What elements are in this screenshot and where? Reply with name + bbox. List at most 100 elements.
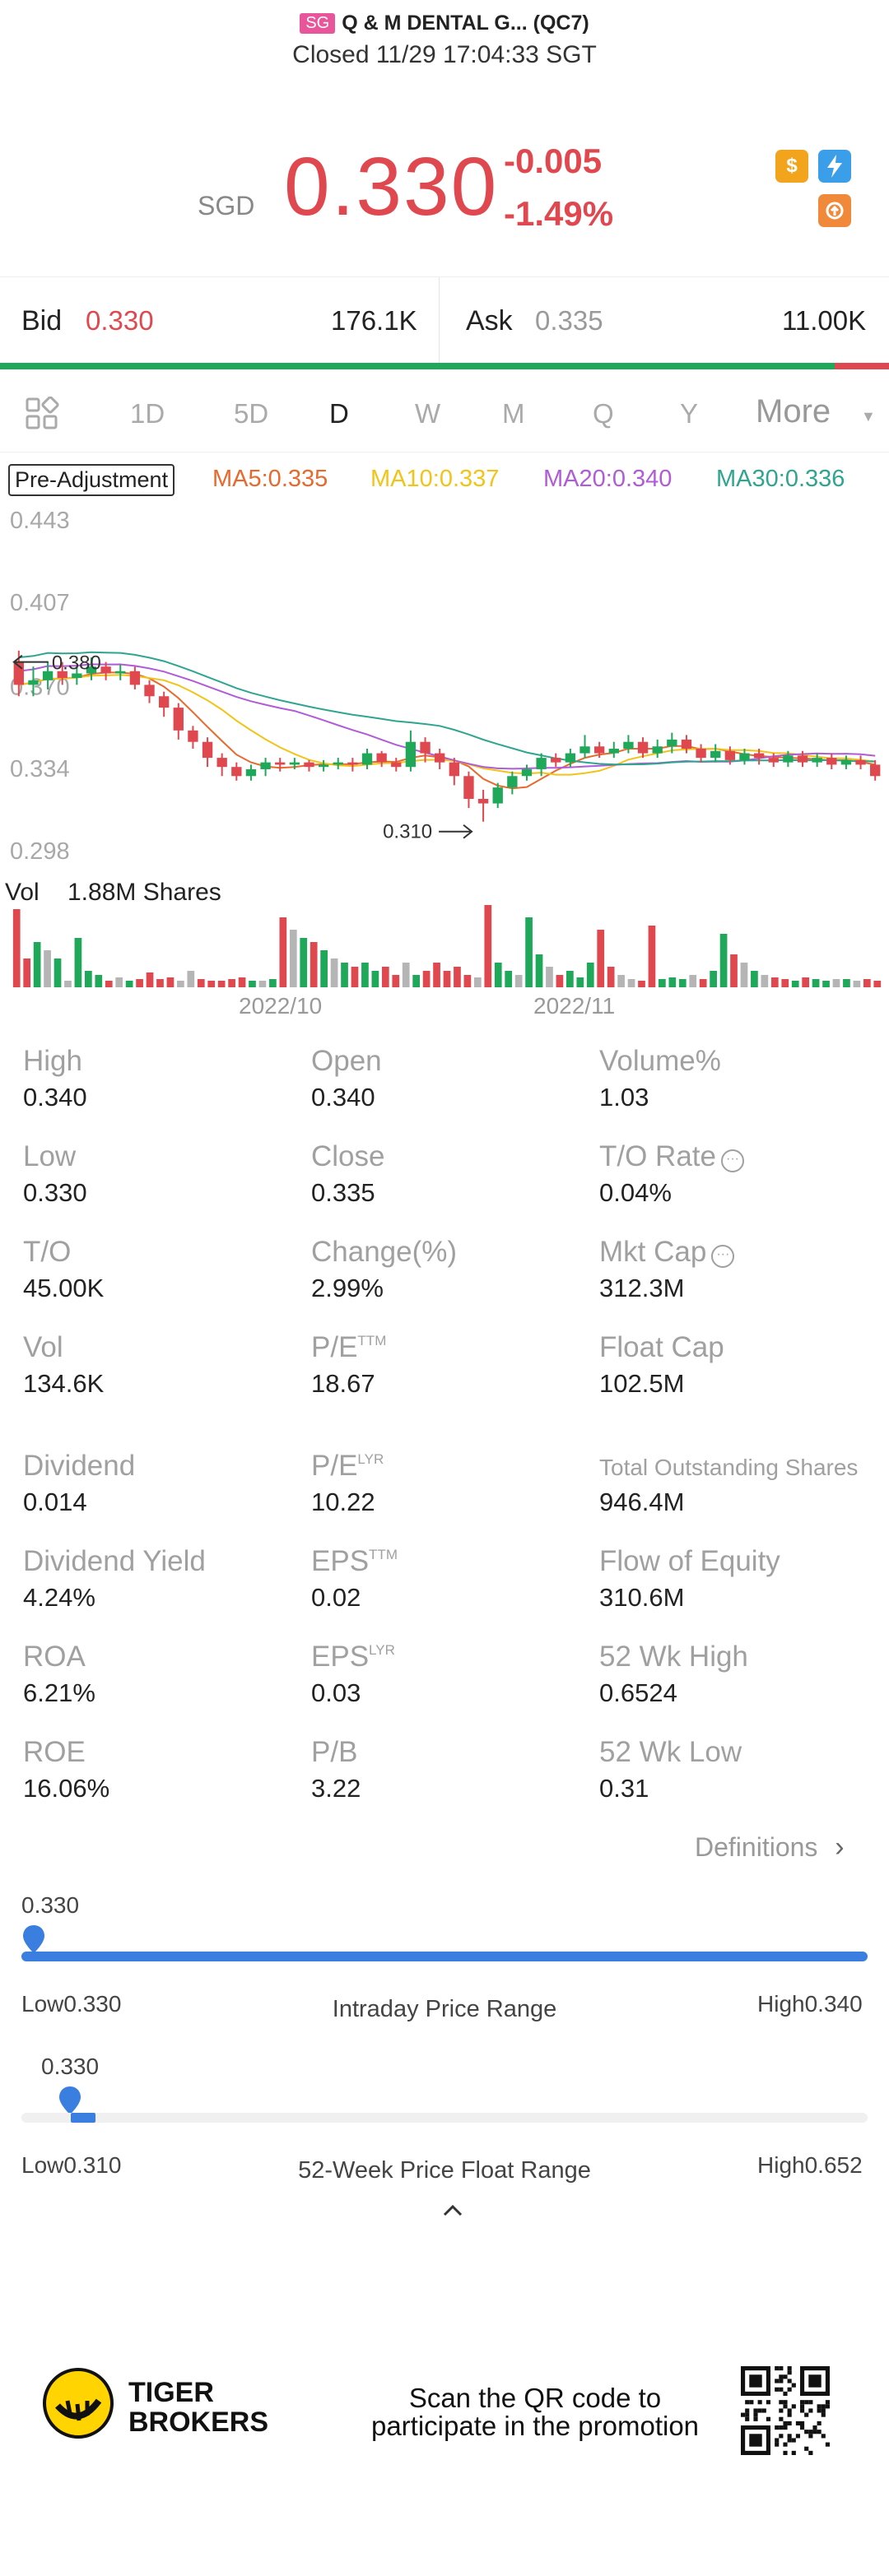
- stat-label-text: P/B: [311, 1736, 358, 1768]
- volume-bar: [781, 979, 789, 987]
- tab-m[interactable]: M: [502, 398, 525, 429]
- volume-bar: [412, 975, 421, 987]
- low-marker-label: 0.310: [383, 821, 432, 843]
- collapse-chevron-up-icon[interactable]: [441, 2202, 464, 2222]
- market-badge: SG: [300, 13, 336, 34]
- brand-name: TIGER BROKERS: [128, 2378, 268, 2437]
- info-icon[interactable]: ···: [711, 1245, 735, 1268]
- stat-value: 2.99%: [311, 1274, 384, 1302]
- market-status: Closed 11/29 17:04:33 SGT: [292, 41, 597, 68]
- stat-label-text: Float Cap: [599, 1331, 724, 1363]
- candle-body: [521, 768, 533, 777]
- volume-bar: [586, 963, 594, 987]
- volume-bar: [514, 975, 523, 987]
- volume-bar: [740, 963, 748, 987]
- candle-body: [216, 758, 227, 768]
- candle-body: [100, 666, 111, 674]
- volume-bar: [443, 971, 451, 987]
- y-tick-label: 0.298: [10, 838, 70, 865]
- stat-label-sup: TTM: [357, 1333, 387, 1348]
- candle-body: [463, 776, 474, 800]
- stat-label-text: P/E: [311, 1450, 358, 1482]
- stat-label-text: P/E: [311, 1331, 358, 1363]
- price-change: -0.005: [504, 142, 603, 180]
- stat-label-text: ROA: [23, 1641, 86, 1673]
- qr-code-icon[interactable]: [741, 2366, 830, 2455]
- tab-1d[interactable]: 1D: [130, 398, 165, 429]
- candle-body: [289, 762, 300, 765]
- tab-d[interactable]: D: [329, 398, 349, 429]
- volume-bar: [668, 977, 677, 987]
- tab-more[interactable]: More: [756, 393, 831, 429]
- stat-label-text: T/O Rate: [599, 1140, 716, 1172]
- candle-body: [652, 746, 663, 754]
- swap-icon[interactable]: [818, 194, 851, 227]
- tab-5d[interactable]: 5D: [234, 398, 269, 429]
- stat-label-text: EPS: [311, 1641, 370, 1673]
- stat-value: 0.31: [599, 1774, 649, 1803]
- candle-body: [72, 673, 82, 679]
- tab-w[interactable]: W: [415, 398, 441, 429]
- ask-price: 0.335: [535, 305, 603, 336]
- bid-price: 0.330: [86, 305, 154, 336]
- stat-label-text: High: [23, 1045, 82, 1077]
- stat-value: 10.22: [311, 1488, 375, 1516]
- y-tick-label: 0.407: [10, 590, 70, 616]
- tab-q[interactable]: Q: [593, 398, 614, 429]
- volume-bar: [463, 975, 472, 987]
- tab-y[interactable]: Y: [680, 398, 699, 429]
- volume-bar: [576, 977, 584, 987]
- price-change-pct: -1.49%: [504, 194, 614, 233]
- layout-grid-icon[interactable]: [25, 396, 59, 435]
- ask-volume-bar: [835, 363, 889, 369]
- stat-value: 0.03: [311, 1678, 361, 1707]
- volume-bar: [484, 905, 492, 987]
- pre-adjustment-toggle[interactable]: Pre-Adjustment: [8, 464, 175, 496]
- stat-label: ROA: [23, 1641, 86, 1673]
- candle-body: [57, 671, 67, 679]
- candle-body: [739, 753, 750, 760]
- dollar-icon[interactable]: $: [775, 150, 808, 183]
- volume-bar: [228, 979, 235, 987]
- volume-bar: [320, 950, 328, 987]
- volume-bar: [791, 981, 799, 987]
- stat-value: 102.5M: [599, 1369, 685, 1398]
- info-icon[interactable]: ···: [720, 1149, 744, 1172]
- week52-range-fill: [71, 2113, 95, 2123]
- candle-body: [783, 755, 794, 763]
- volume-bar: [44, 950, 51, 987]
- candle-body: [245, 768, 257, 777]
- volume-bar: [279, 917, 287, 987]
- volume-bar: [556, 975, 564, 987]
- volume-bar: [770, 977, 779, 987]
- bid-ask-panel: Bid 0.330 176.1K Ask 0.335 11.00K: [0, 276, 889, 363]
- stat-label: Vol: [23, 1331, 63, 1364]
- stat-label: P/ETTM: [311, 1331, 386, 1364]
- volume-bar: [136, 979, 143, 987]
- candle-body: [593, 746, 605, 754]
- candle-body: [551, 758, 561, 763]
- volume-bar: [84, 971, 92, 987]
- stock-title[interactable]: SG Q & M DENTAL G... (QC7): [0, 12, 889, 35]
- volume-bar: [433, 963, 440, 987]
- stat-value: 0.330: [23, 1178, 87, 1207]
- volume-bar: [341, 963, 348, 987]
- stat-label: Dividend: [23, 1450, 135, 1483]
- candle-body: [681, 739, 692, 750]
- week52-title: 52-Week Price Float Range: [298, 2157, 591, 2184]
- more-dropdown-icon[interactable]: ▼: [861, 408, 876, 425]
- stat-label: High: [23, 1045, 82, 1078]
- currency-label: SGD: [198, 191, 255, 220]
- volume-bar: [300, 938, 308, 987]
- candle-body: [158, 696, 170, 708]
- candle-body: [623, 741, 634, 750]
- volume-bar: [156, 979, 164, 987]
- definitions-link[interactable]: Definitions ›: [695, 1831, 845, 1864]
- volume-bar: [207, 981, 216, 987]
- stat-label-sup: TTM: [369, 1547, 398, 1562]
- lightning-icon[interactable]: [818, 150, 851, 183]
- bid-volume-bar: [0, 363, 835, 369]
- stat-label-sup: LYR: [369, 1642, 395, 1658]
- stat-label: Flow of Equity: [599, 1545, 780, 1578]
